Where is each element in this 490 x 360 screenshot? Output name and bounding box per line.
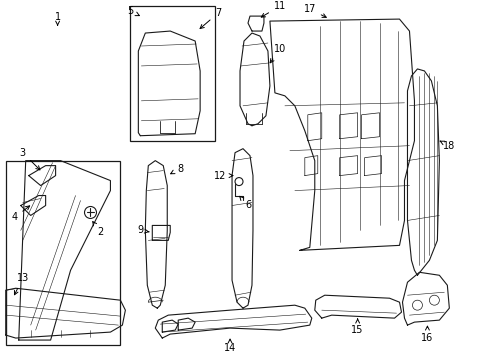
Text: 15: 15 bbox=[351, 319, 364, 335]
Text: 6: 6 bbox=[240, 196, 251, 211]
Text: 7: 7 bbox=[200, 8, 221, 28]
Text: 11: 11 bbox=[261, 1, 286, 17]
Text: 16: 16 bbox=[421, 326, 434, 343]
Text: 8: 8 bbox=[171, 163, 183, 174]
Text: 18: 18 bbox=[440, 141, 456, 151]
Text: 1: 1 bbox=[54, 12, 61, 25]
Text: 12: 12 bbox=[214, 171, 233, 181]
Text: 5: 5 bbox=[127, 6, 139, 16]
Text: 13: 13 bbox=[15, 273, 29, 295]
Text: 14: 14 bbox=[224, 339, 236, 353]
Text: 10: 10 bbox=[270, 44, 286, 63]
Text: 2: 2 bbox=[93, 222, 103, 237]
Bar bbox=[6, 161, 121, 345]
Text: 9: 9 bbox=[137, 225, 149, 235]
Text: 17: 17 bbox=[304, 4, 326, 17]
Bar bbox=[130, 6, 215, 141]
Text: 4: 4 bbox=[12, 206, 29, 222]
Text: 3: 3 bbox=[20, 148, 40, 170]
